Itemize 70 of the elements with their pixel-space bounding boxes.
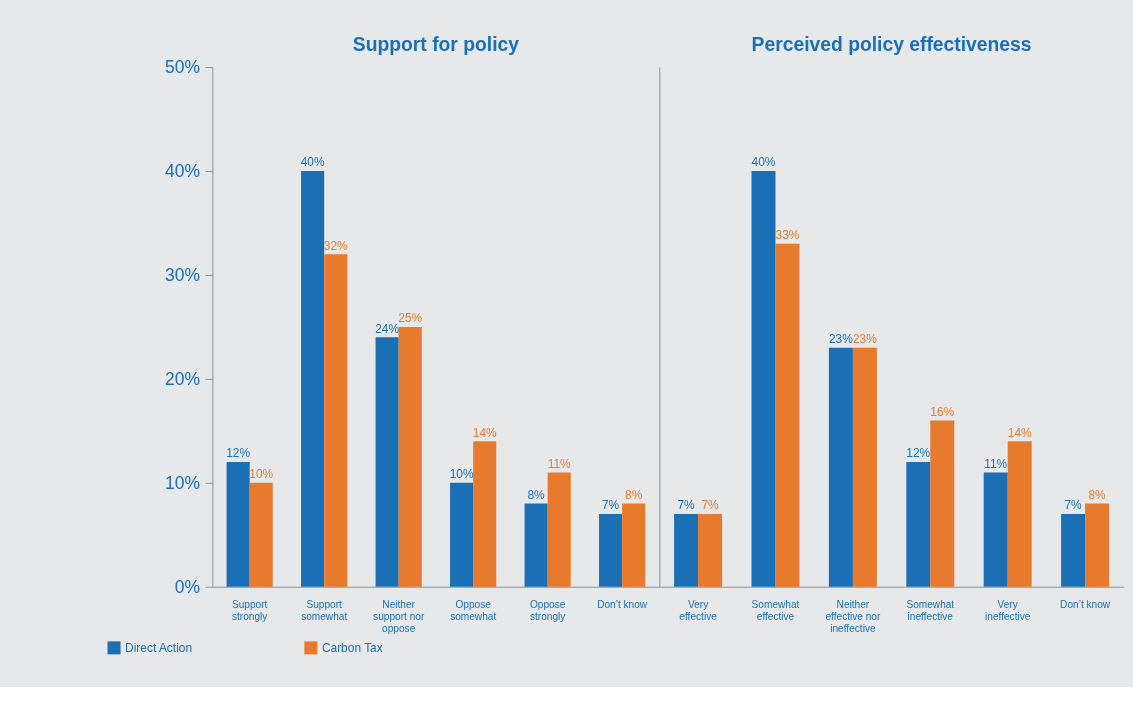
y-tick-label: 50% (165, 57, 201, 78)
bar (1007, 441, 1032, 587)
x-tick-label: Somewhat ineffective (906, 599, 955, 623)
bar (1085, 503, 1110, 587)
x-tick-label: Don’t know (1060, 599, 1111, 611)
data-label: 7% (1064, 498, 1083, 513)
bar (547, 472, 571, 587)
data-label: 12% (906, 446, 931, 461)
bar (398, 326, 422, 587)
y-tick-label: 0% (174, 576, 201, 597)
bar (775, 243, 800, 587)
data-label: 16% (930, 404, 955, 419)
y-tick-label: 10% (165, 472, 201, 493)
data-label: 32% (323, 238, 349, 253)
bar (674, 514, 699, 587)
data-label: 10% (249, 467, 274, 482)
data-label: 8% (527, 488, 546, 503)
data-label: 33% (775, 228, 800, 243)
data-label: 25% (398, 311, 423, 326)
bar (930, 420, 955, 587)
bar (450, 482, 474, 587)
data-label: 7% (677, 498, 696, 513)
legend-label: Direct Action (125, 640, 193, 655)
bar (906, 462, 931, 587)
bar (852, 347, 877, 587)
bar (473, 441, 497, 587)
legend-label: Carbon Tax (321, 640, 383, 655)
x-tick-label: Very ineffective (985, 599, 1031, 623)
data-label: 11% (547, 456, 572, 471)
bar (698, 514, 723, 587)
y-tick-label: 20% (165, 368, 201, 389)
bar (324, 254, 348, 587)
bar (301, 171, 325, 587)
data-label: 14% (1007, 425, 1033, 440)
x-tick-label: Very effective (679, 599, 718, 623)
data-label: 14% (472, 425, 498, 440)
x-tick-label: Neither support nor oppose (373, 599, 425, 635)
x-tick-label: Support somewhat (301, 599, 348, 623)
x-tick-label: Support strongly (231, 599, 269, 623)
x-tick-label: Neither effective nor ineffective (825, 599, 881, 635)
data-label: 23% (852, 332, 878, 347)
bar (375, 337, 399, 587)
data-label: 11% (984, 456, 1008, 471)
y-tick-label: 40% (165, 161, 201, 182)
bar (1061, 514, 1086, 587)
data-label: 8% (1088, 488, 1107, 503)
data-label: 12% (226, 446, 251, 461)
data-label: 8% (625, 488, 643, 503)
bar (226, 462, 250, 587)
data-label: 7% (701, 498, 720, 513)
chart-title: Perceived policy effectiveness (751, 33, 1032, 55)
data-label: 24% (375, 321, 400, 336)
data-label: 10% (449, 467, 474, 482)
bar (524, 503, 548, 587)
bar (249, 482, 273, 587)
data-label: 40% (751, 155, 776, 170)
bar (751, 171, 776, 587)
bar (599, 514, 623, 587)
data-label: 7% (601, 498, 620, 513)
x-tick-label: Oppose somewhat (450, 599, 497, 623)
x-tick-label: Somewhat effective (751, 599, 800, 623)
chart-title: Support for policy (352, 33, 520, 55)
data-label: 23% (828, 332, 854, 347)
x-tick-label: Don’t know (597, 599, 648, 611)
y-tick-label: 30% (165, 264, 201, 285)
x-tick-label: Oppose strongly (529, 599, 567, 623)
data-label: 40% (300, 155, 325, 170)
bar (622, 503, 646, 587)
bar (983, 472, 1008, 587)
bar (828, 347, 853, 587)
